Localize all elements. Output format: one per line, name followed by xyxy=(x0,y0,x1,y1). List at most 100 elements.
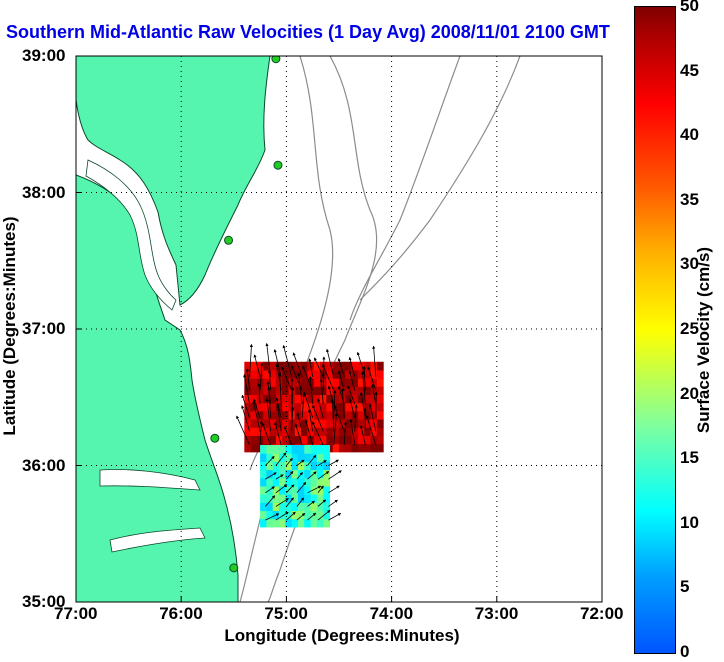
velocity-cell xyxy=(377,444,384,453)
colorbar-tick-label: 15 xyxy=(680,448,699,468)
colorbar-tick-label: 40 xyxy=(680,125,699,145)
velocity-cell xyxy=(364,435,371,444)
velocity-cell xyxy=(377,403,384,412)
station-marker xyxy=(230,564,238,572)
velocity-cell xyxy=(266,445,273,454)
velocity-cell xyxy=(279,445,286,454)
velocity-cell xyxy=(263,378,270,387)
velocity-cell xyxy=(323,486,330,495)
velocity-cell xyxy=(345,411,352,420)
velocity-cell xyxy=(282,370,289,379)
velocity-cell xyxy=(251,386,258,395)
colorbar-tick-label: 5 xyxy=(680,577,689,597)
velocity-cell xyxy=(377,362,384,371)
velocity-cell xyxy=(295,378,302,387)
velocity-cell xyxy=(314,370,321,379)
y-axis-label: Latitude (Degrees:Minutes) xyxy=(0,216,20,435)
x-tick-label: 76:00 xyxy=(159,604,202,624)
velocity-cell xyxy=(260,453,267,462)
velocity-cell xyxy=(352,370,359,379)
velocity-cell xyxy=(377,427,384,436)
velocity-cell xyxy=(251,395,258,404)
velocity-cell xyxy=(307,395,314,404)
velocity-cell xyxy=(307,370,314,379)
velocity-cell xyxy=(377,395,384,404)
velocity-cell xyxy=(292,445,299,454)
velocity-cell xyxy=(352,386,359,395)
colorbar-tick-label: 35 xyxy=(680,190,699,210)
velocity-cell xyxy=(279,494,286,503)
velocity-cell xyxy=(339,403,346,412)
velocity-cell xyxy=(282,435,289,444)
velocity-cell xyxy=(282,411,289,420)
velocity-cell xyxy=(352,435,359,444)
colorbar-label: Surface Velocity (cm/s) xyxy=(694,247,714,433)
velocity-cell xyxy=(266,461,273,470)
colorbar-tick-label: 20 xyxy=(680,384,699,404)
velocity-cell xyxy=(317,445,324,454)
velocity-cell xyxy=(292,453,299,462)
velocity-cell xyxy=(273,494,280,503)
velocity-cell xyxy=(377,378,384,387)
velocity-cell xyxy=(282,395,289,404)
velocity-cell xyxy=(266,486,273,495)
velocity-cell xyxy=(333,395,340,404)
velocity-cell xyxy=(314,378,321,387)
velocity-cell xyxy=(301,378,308,387)
velocity-cell xyxy=(292,470,299,479)
station-marker xyxy=(225,236,233,244)
velocity-cell xyxy=(257,370,264,379)
station-marker xyxy=(211,434,219,442)
velocity-cell xyxy=(260,511,267,520)
velocity-cell xyxy=(326,427,333,436)
velocity-cell xyxy=(298,445,305,454)
velocity-cell xyxy=(292,486,299,495)
velocity-cell xyxy=(301,362,308,371)
velocity-cell xyxy=(345,435,352,444)
velocity-cell xyxy=(333,370,340,379)
velocity-cell xyxy=(320,411,327,420)
velocity-cell xyxy=(358,444,365,453)
velocity-cell xyxy=(326,435,333,444)
velocity-cell xyxy=(282,386,289,395)
velocity-cell xyxy=(326,378,333,387)
velocity-cell xyxy=(251,419,258,428)
velocity-cell xyxy=(295,395,302,404)
velocity-cell xyxy=(298,494,305,503)
velocity-cell xyxy=(377,411,384,420)
velocity-cell xyxy=(260,494,267,503)
colorbar-tick-label: 25 xyxy=(680,319,699,339)
velocity-cell xyxy=(279,511,286,520)
velocity-cell xyxy=(282,403,289,412)
velocity-cell xyxy=(317,453,324,462)
velocity-cell xyxy=(251,370,258,379)
velocity-cell xyxy=(364,362,371,371)
velocity-cell xyxy=(292,461,299,470)
velocity-cell xyxy=(244,435,251,444)
colorbar-tick-label: 45 xyxy=(680,61,699,81)
y-tick-label: 35:00 xyxy=(22,592,65,612)
velocity-cell xyxy=(260,486,267,495)
velocity-cell xyxy=(377,370,384,379)
velocity-cell xyxy=(295,370,302,379)
velocity-cell xyxy=(339,411,346,420)
velocity-cell xyxy=(345,444,352,453)
velocity-cell xyxy=(314,395,321,404)
velocity-cell xyxy=(282,419,289,428)
velocity-cell xyxy=(314,411,321,420)
velocity-cell xyxy=(292,502,299,511)
colorbar-tick-label: 30 xyxy=(680,254,699,274)
velocity-cell xyxy=(270,362,277,371)
velocity-cell xyxy=(301,427,308,436)
velocity-cell xyxy=(320,395,327,404)
velocity-cell xyxy=(270,435,277,444)
velocity-cell xyxy=(276,386,283,395)
y-tick-label: 36:00 xyxy=(22,456,65,476)
y-tick-label: 38:00 xyxy=(22,183,65,203)
velocity-cell xyxy=(352,411,359,420)
velocity-cell xyxy=(377,386,384,395)
velocity-cell xyxy=(304,445,311,454)
velocity-cell xyxy=(273,453,280,462)
velocity-cell xyxy=(304,486,311,495)
